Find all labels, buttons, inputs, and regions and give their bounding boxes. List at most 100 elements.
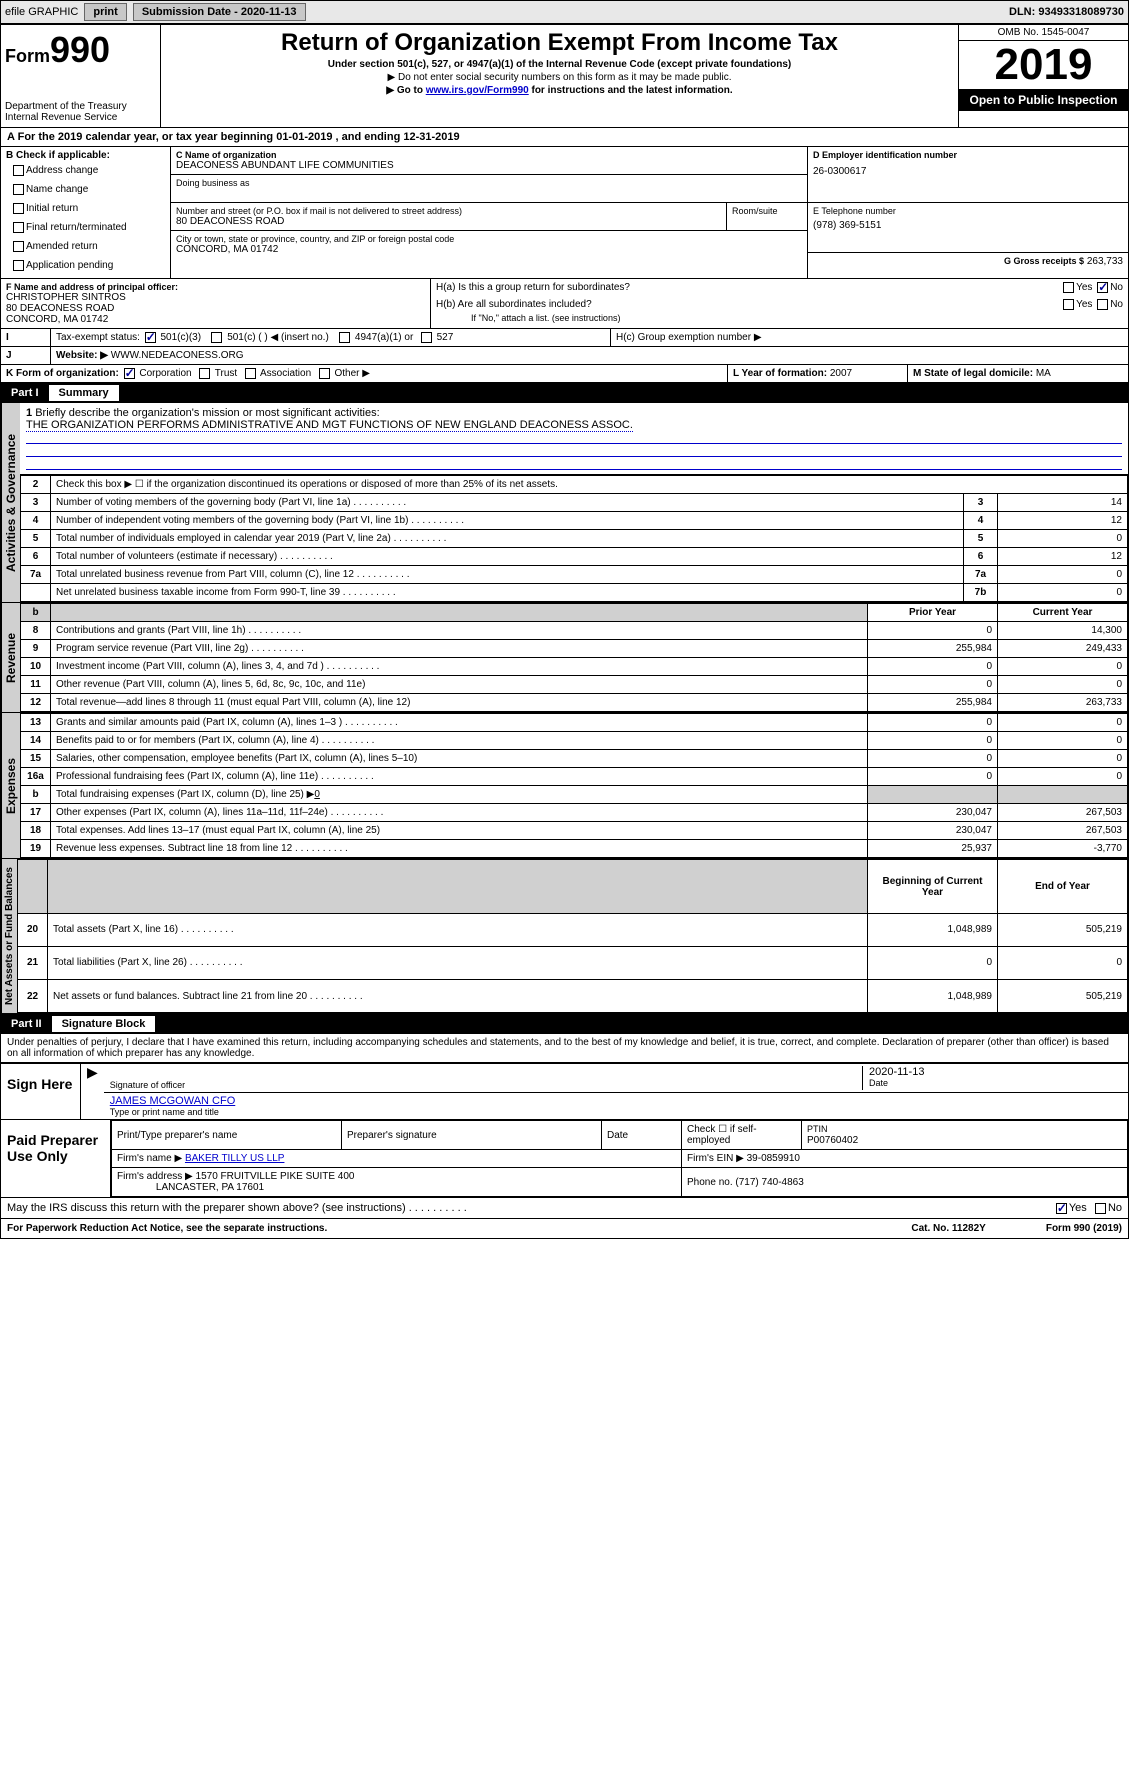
chk-4947[interactable] xyxy=(339,332,350,343)
form-title: Return of Organization Exempt From Incom… xyxy=(169,29,950,57)
form-subtitle: Under section 501(c), 527, or 4947(a)(1)… xyxy=(169,59,950,70)
chk-corp[interactable] xyxy=(124,368,135,379)
discuss-label: May the IRS discuss this return with the… xyxy=(7,1202,1054,1214)
c8: 14,300 xyxy=(998,622,1128,640)
p16a: 0 xyxy=(868,768,998,786)
p9: 255,984 xyxy=(868,640,998,658)
state-domicile: MA xyxy=(1036,368,1051,379)
part1-header: Part I Summary xyxy=(1,383,1128,403)
l20: Total assets (Part X, line 16) xyxy=(48,913,868,946)
website: WWW.NEDEACONESS.ORG xyxy=(111,350,244,361)
firm-addr-label: Firm's address ▶ xyxy=(117,1171,193,1182)
ein: 26-0300617 xyxy=(813,166,1123,177)
sign-here: Sign Here xyxy=(1,1064,81,1119)
dba-label: Doing business as xyxy=(176,178,802,188)
firm-ein: 39-0859910 xyxy=(747,1153,800,1164)
chk-501c3[interactable] xyxy=(145,332,156,343)
officer-sig-name: JAMES MCGOWAN CFO xyxy=(110,1095,1122,1107)
c22: 505,219 xyxy=(998,980,1128,1013)
p8: 0 xyxy=(868,622,998,640)
hb-yes[interactable] xyxy=(1063,299,1074,310)
l8: Contributions and grants (Part VIII, lin… xyxy=(51,622,868,640)
c11: 0 xyxy=(998,676,1128,694)
chk-assoc[interactable] xyxy=(245,368,256,379)
l15: Salaries, other compensation, employee b… xyxy=(51,750,868,768)
l-label: L Year of formation: xyxy=(733,368,827,379)
chk-amended[interactable]: Amended return xyxy=(6,237,165,256)
hb-no[interactable] xyxy=(1097,299,1108,310)
box-g-label: G Gross receipts $ xyxy=(1004,256,1084,266)
chk-501c[interactable] xyxy=(211,332,222,343)
v5: 0 xyxy=(998,530,1128,548)
officer-addr1: 80 DEACONESS ROAD xyxy=(6,303,425,314)
form-ref: Form 990 (2019) xyxy=(1046,1223,1122,1234)
discuss-no[interactable] xyxy=(1095,1203,1106,1214)
form-number: Form990 xyxy=(5,29,156,71)
chk-final-return[interactable]: Final return/terminated xyxy=(6,218,165,237)
chk-address-change[interactable]: Address change xyxy=(6,161,165,180)
p21: 0 xyxy=(868,946,998,979)
c15: 0 xyxy=(998,750,1128,768)
sig-date: 2020-11-13 xyxy=(869,1066,1122,1078)
part1-label: Part I xyxy=(3,385,47,401)
expenses-table: 13Grants and similar amounts paid (Part … xyxy=(20,713,1128,858)
part1-title: Summary xyxy=(49,385,119,401)
gross-receipts: 263,733 xyxy=(1087,256,1123,267)
hdr-beg: Beginning of Current Year xyxy=(868,860,998,913)
ha-yes[interactable] xyxy=(1063,282,1074,293)
mission-text: THE ORGANIZATION PERFORMS ADMINISTRATIVE… xyxy=(26,419,633,432)
form-num: 990 xyxy=(50,29,110,70)
box-b-label: B Check if applicable: xyxy=(6,150,165,161)
h-a: H(a) Is this a group return for subordin… xyxy=(436,282,1061,293)
l7b: Net unrelated business taxable income fr… xyxy=(51,584,964,602)
j-label: Website: ▶ xyxy=(56,350,108,361)
ha-no[interactable] xyxy=(1097,282,1108,293)
l4: Number of independent voting members of … xyxy=(51,512,964,530)
box-d-label: D Employer identification number xyxy=(813,150,1123,160)
period-text: For the 2019 calendar year, or tax year … xyxy=(18,131,460,143)
addr-label: Number and street (or P.O. box if mail i… xyxy=(176,206,721,216)
discuss-yes[interactable] xyxy=(1056,1203,1067,1214)
v6: 12 xyxy=(998,548,1128,566)
l11: Other revenue (Part VIII, column (A), li… xyxy=(51,676,868,694)
l10: Investment income (Part VIII, column (A)… xyxy=(51,658,868,676)
prep-self-label: Check ☐ if self-employed xyxy=(682,1121,802,1150)
firm-phone-label: Phone no. xyxy=(687,1177,733,1188)
hdr-prior: Prior Year xyxy=(868,604,998,622)
chk-other[interactable] xyxy=(319,368,330,379)
part2-header: Part II Signature Block xyxy=(1,1014,1128,1034)
ptin-label: PTIN xyxy=(807,1124,828,1134)
part2-label: Part II xyxy=(3,1016,50,1032)
org-street: 80 DEACONESS ROAD xyxy=(176,216,721,227)
v3: 14 xyxy=(998,494,1128,512)
l7a: Total unrelated business revenue from Pa… xyxy=(51,566,964,584)
print-button[interactable]: print xyxy=(84,3,126,21)
irs-link[interactable]: www.irs.gov/Form990 xyxy=(426,85,529,96)
firm-label: Firm's name ▶ xyxy=(117,1153,182,1164)
box-i: Tax-exempt status: 501(c)(3) 501(c) ( ) … xyxy=(51,329,611,346)
officer-name: CHRISTOPHER SINTROS xyxy=(6,292,425,303)
hdr-end: End of Year xyxy=(998,860,1128,913)
preparer-table: Print/Type preparer's name Preparer's si… xyxy=(111,1120,1128,1197)
l2: Check this box ▶ ☐ if the organization d… xyxy=(51,476,1128,494)
l3: Number of voting members of the governin… xyxy=(51,494,964,512)
chk-initial-return[interactable]: Initial return xyxy=(6,199,165,218)
org-city: CONCORD, MA 01742 xyxy=(176,244,802,255)
firm-ein-label: Firm's EIN ▶ xyxy=(687,1153,744,1164)
date-label: Date xyxy=(869,1078,1122,1088)
firm-addr2: LANCASTER, PA 17601 xyxy=(156,1182,264,1193)
box-k: K Form of organization: Corporation Trus… xyxy=(1,365,728,382)
l18: Total expenses. Add lines 13–17 (must eq… xyxy=(51,822,868,840)
tax-year: 2019 xyxy=(959,41,1128,89)
chk-527[interactable] xyxy=(421,332,432,343)
chk-trust[interactable] xyxy=(199,368,210,379)
p12: 255,984 xyxy=(868,694,998,712)
v7b: 0 xyxy=(998,584,1128,602)
chk-name-change[interactable]: Name change xyxy=(6,180,165,199)
c19: -3,770 xyxy=(998,840,1128,858)
na-label: Net Assets or Fund Balances xyxy=(1,859,17,1013)
open-inspection: Open to Public Inspection xyxy=(959,89,1128,111)
k-label: K Form of organization: xyxy=(6,368,119,379)
goto-pre: ▶ Go to xyxy=(386,85,425,96)
chk-application-pending[interactable]: Application pending xyxy=(6,256,165,275)
